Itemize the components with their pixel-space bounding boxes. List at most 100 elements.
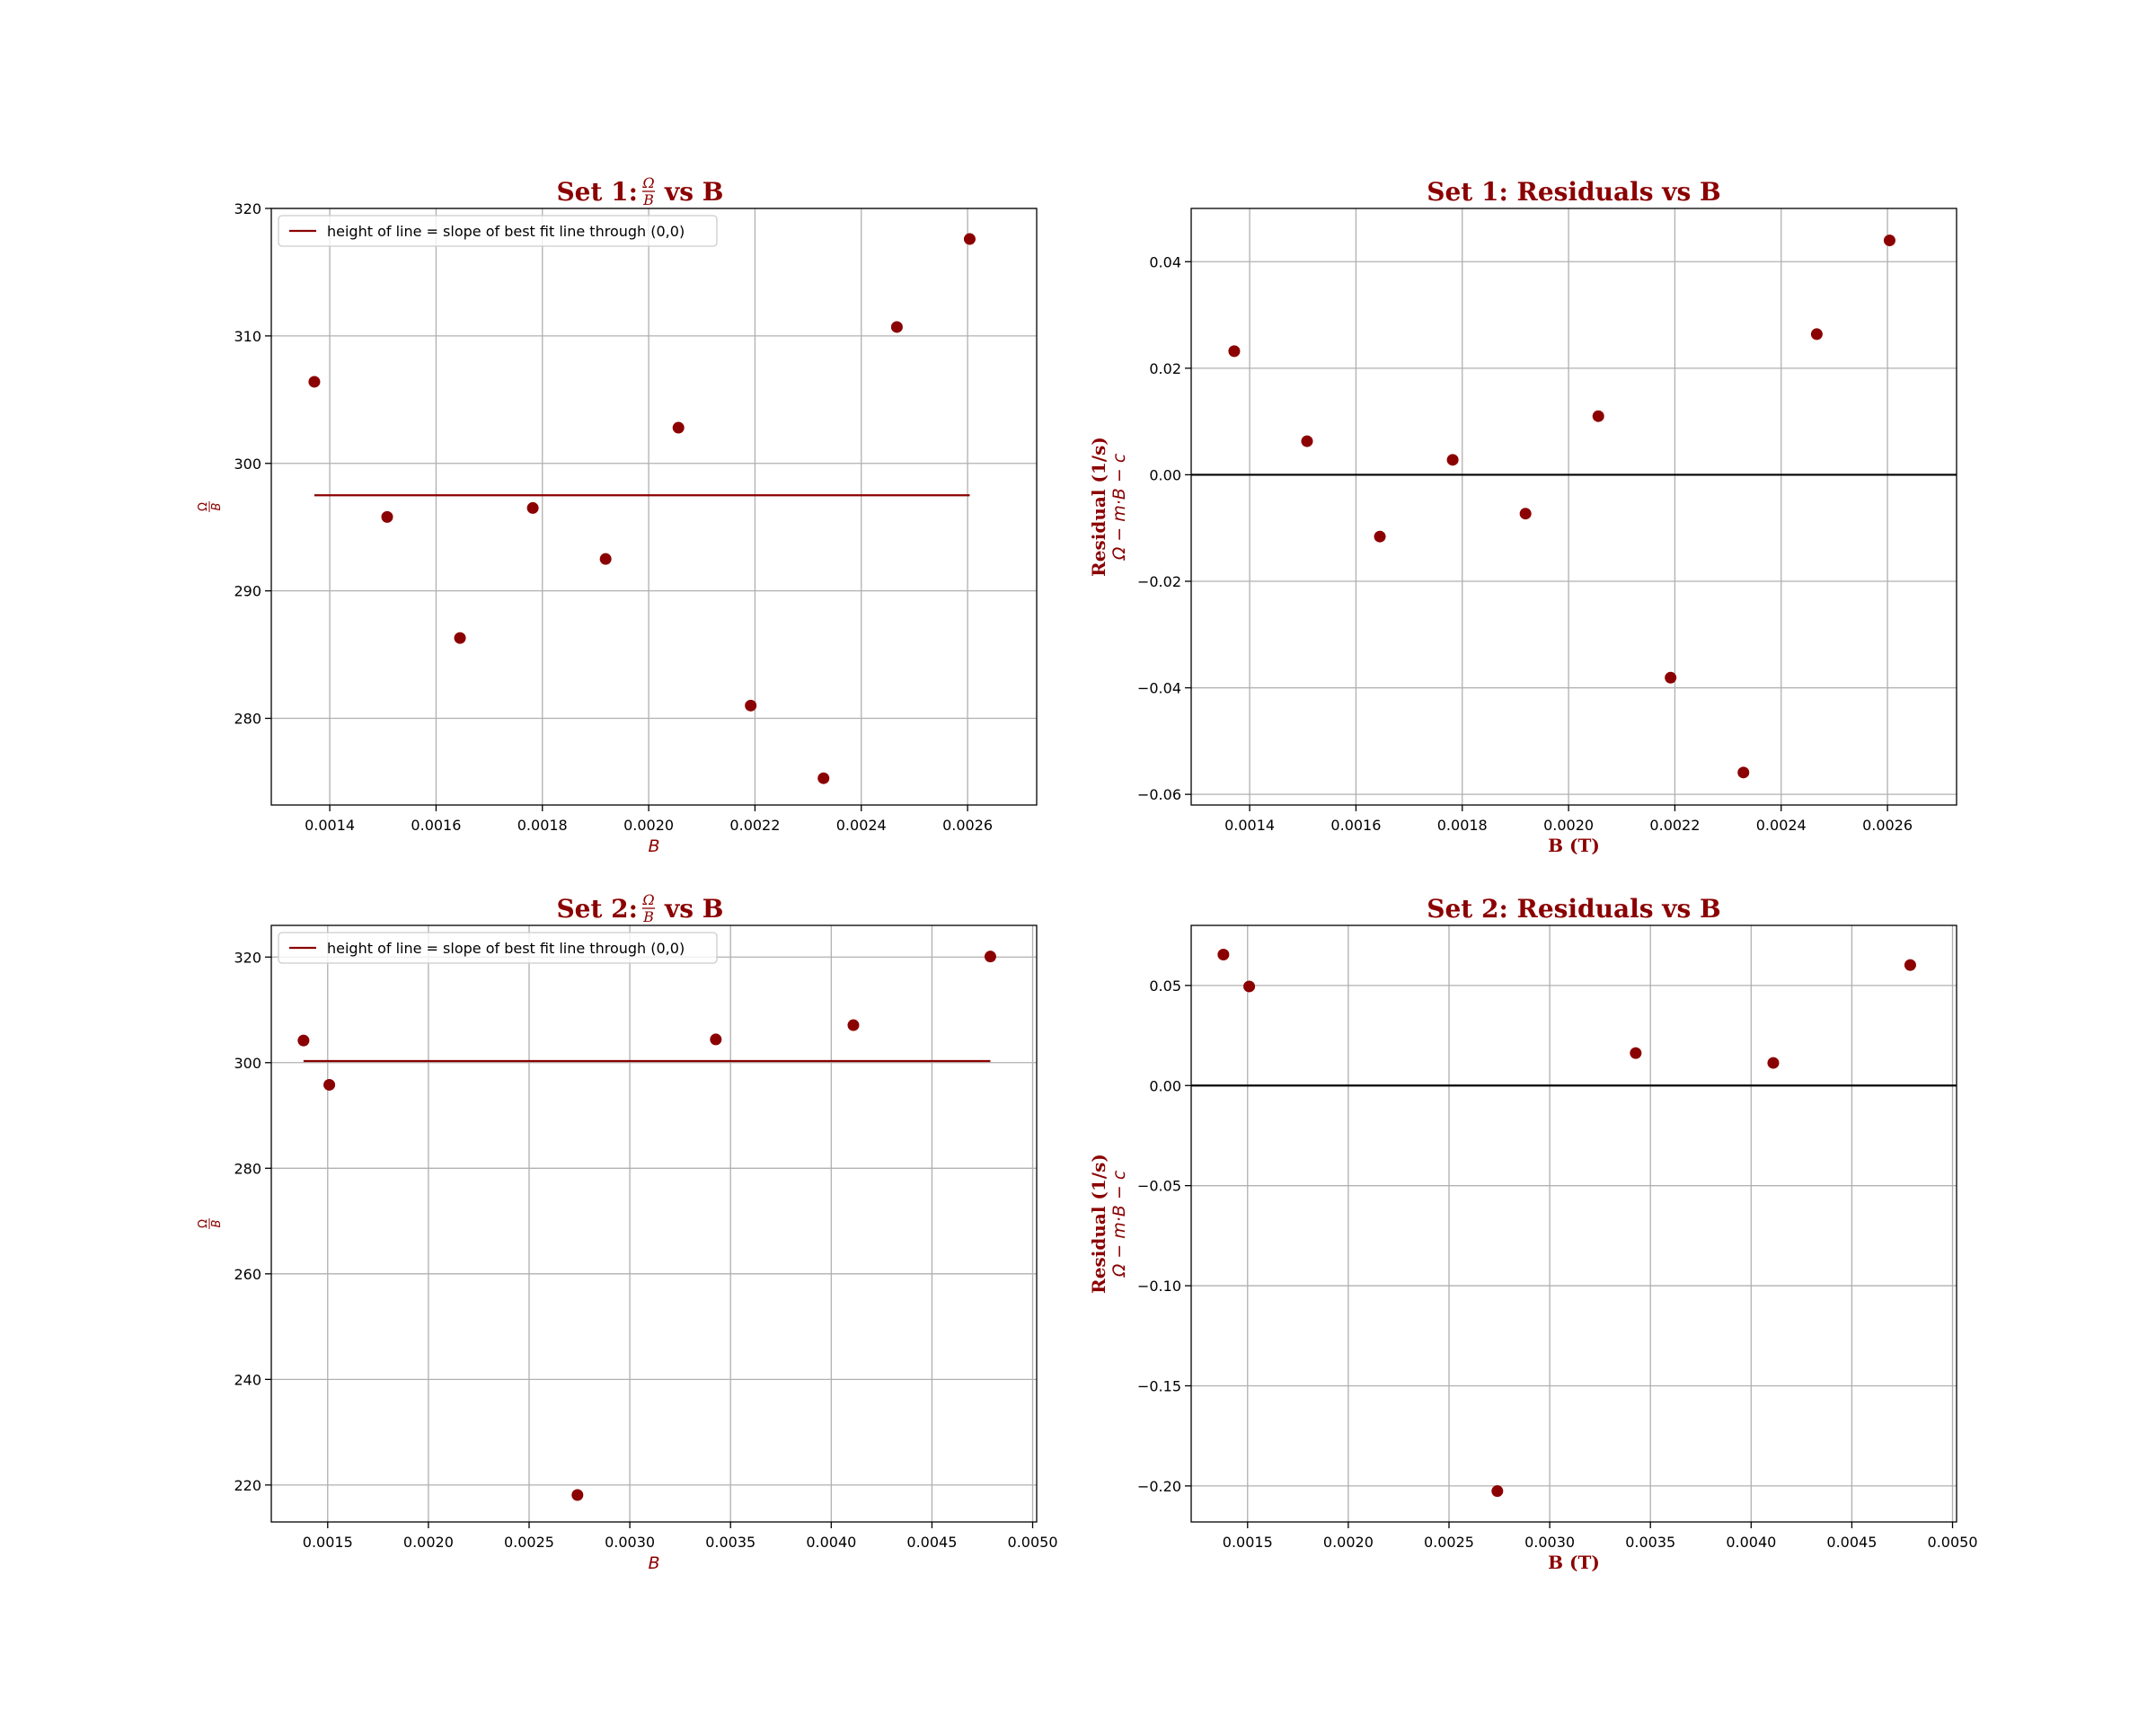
x-tick-label: 0.0016	[411, 817, 461, 834]
y-tick-label: −0.15	[1137, 1377, 1181, 1394]
subplot-p4: 0.0015 0.0020 0.0025 0.0030 0.0035 0.0040 0.00…	[1088, 894, 1978, 1573]
x-tick-label: 0.0024	[836, 817, 887, 834]
chart-title: Set 1: Residuals vs B	[1427, 177, 1720, 207]
x-tick-label: 0.0020	[1543, 817, 1594, 834]
x-tick-label: 0.0015	[1223, 1534, 1273, 1551]
data-point	[381, 510, 393, 523]
x-tick-label: 0.0014	[1224, 817, 1275, 834]
axes-frame	[1190, 924, 1957, 1523]
data-point	[1217, 949, 1230, 961]
y-tick-label: −0.02	[1137, 573, 1181, 590]
data-point	[1519, 508, 1532, 520]
chart-title-prefix: Set 2:	[556, 894, 638, 924]
axes-frame	[270, 208, 1038, 806]
y-tick-label: −0.06	[1137, 786, 1181, 803]
chart-title-frac-num: Ω	[641, 174, 654, 191]
chart-title-frac-den: B	[642, 908, 654, 925]
y-tick-label: 310	[234, 328, 261, 345]
y-tick-label: 260	[234, 1266, 261, 1283]
chart-title-frac-num: Ω	[641, 891, 654, 908]
data-point	[1491, 1485, 1504, 1498]
y-axis-label-sub: Ω − m·B − c	[1109, 1170, 1129, 1278]
x-tick-label: 0.0018	[517, 817, 568, 834]
x-tick-label: 0.0025	[1424, 1534, 1474, 1551]
data-point	[672, 421, 685, 434]
legend-label: height of line = slope of best fit line …	[327, 940, 685, 957]
legend-box	[278, 215, 718, 247]
data-point	[1592, 410, 1604, 422]
chart-title: Set 2: ΩB vs B	[556, 891, 723, 925]
x-tick-label: 0.0022	[729, 817, 780, 834]
data-point	[1301, 435, 1313, 447]
data-point	[599, 553, 612, 565]
y-tick-label: −0.20	[1137, 1478, 1181, 1495]
data-point	[526, 501, 539, 514]
x-tick-label: 0.0030	[605, 1534, 655, 1551]
data-point	[1665, 671, 1677, 684]
y-tick-label: 320	[234, 200, 261, 217]
x-tick-label: 0.0026	[942, 817, 993, 834]
x-tick-label: 0.0035	[705, 1534, 755, 1551]
x-tick-label: 0.0015	[303, 1534, 353, 1551]
x-tick-label: 0.0014	[305, 817, 355, 834]
y-tick-label: 240	[234, 1371, 261, 1388]
axes-frame	[1190, 208, 1957, 806]
x-tick-label: 0.0045	[906, 1534, 957, 1551]
y-tick-label: 300	[234, 1055, 261, 1072]
data-point	[890, 321, 903, 333]
chart-title-frac-den: B	[642, 191, 654, 208]
data-point	[1630, 1047, 1642, 1059]
y-axis-label: Residual (1/s)	[1088, 1154, 1109, 1294]
x-tick-label: 0.0045	[1826, 1534, 1877, 1551]
subplot-p1: 0.0014 0.0016 0.0018 0.0020 0.0022 0.0024 0.00…	[197, 174, 1038, 856]
data-point	[710, 1033, 722, 1046]
x-tick-label: 0.0050	[1008, 1534, 1058, 1551]
chart-title: Set 2: Residuals vs B	[1427, 894, 1720, 924]
x-tick-label: 0.0016	[1330, 817, 1381, 834]
x-tick-label: 0.0035	[1625, 1534, 1675, 1551]
data-point	[1883, 234, 1895, 247]
y-tick-label: 0.00	[1149, 466, 1181, 483]
y-tick-label: −0.05	[1137, 1178, 1181, 1195]
y-axis-label-den: B	[210, 1219, 224, 1227]
data-point	[963, 233, 976, 245]
chart-title-suffix: vs B	[664, 894, 723, 924]
data-point	[454, 632, 466, 644]
data-point	[297, 1034, 310, 1047]
y-axis-label-den: B	[210, 502, 224, 510]
x-tick-label: 0.0020	[403, 1534, 454, 1551]
data-point	[847, 1019, 860, 1031]
x-tick-label: 0.0022	[1649, 817, 1700, 834]
y-tick-label: 320	[234, 949, 261, 966]
legend: height of line = slope of best fit line …	[278, 932, 718, 964]
axes-frame	[270, 924, 1038, 1523]
subplot-p3: 0.0015 0.0020 0.0025 0.0030 0.0035 0.0040 0.00…	[197, 891, 1058, 1573]
y-tick-label: 220	[234, 1477, 261, 1494]
x-tick-label: 0.0030	[1524, 1534, 1575, 1551]
data-point	[308, 376, 321, 388]
data-point	[1374, 530, 1386, 543]
chart-title: Set 1: ΩB vs B	[556, 174, 723, 208]
subplot-p2: 0.0014 0.0016 0.0018 0.0020 0.0022 0.0024 0.00…	[1088, 177, 1957, 856]
data-point	[984, 951, 996, 963]
x-tick-label: 0.0020	[623, 817, 674, 834]
data-point	[1243, 980, 1256, 993]
y-axis-label: Residual (1/s)	[1088, 437, 1109, 577]
y-tick-label: −0.04	[1137, 680, 1181, 697]
data-point	[1767, 1057, 1780, 1069]
data-point	[817, 772, 830, 784]
x-tick-label: 0.0024	[1756, 817, 1807, 834]
y-axis-label-num: Ω	[197, 502, 210, 511]
y-tick-label: 0.04	[1149, 253, 1181, 270]
data-point	[1446, 454, 1459, 466]
y-tick-label: 0.02	[1149, 360, 1181, 377]
y-tick-label: 280	[234, 711, 261, 728]
data-point	[571, 1489, 584, 1501]
x-axis-label: B	[648, 836, 659, 856]
legend: height of line = slope of best fit line …	[278, 215, 718, 247]
data-point	[745, 699, 757, 712]
